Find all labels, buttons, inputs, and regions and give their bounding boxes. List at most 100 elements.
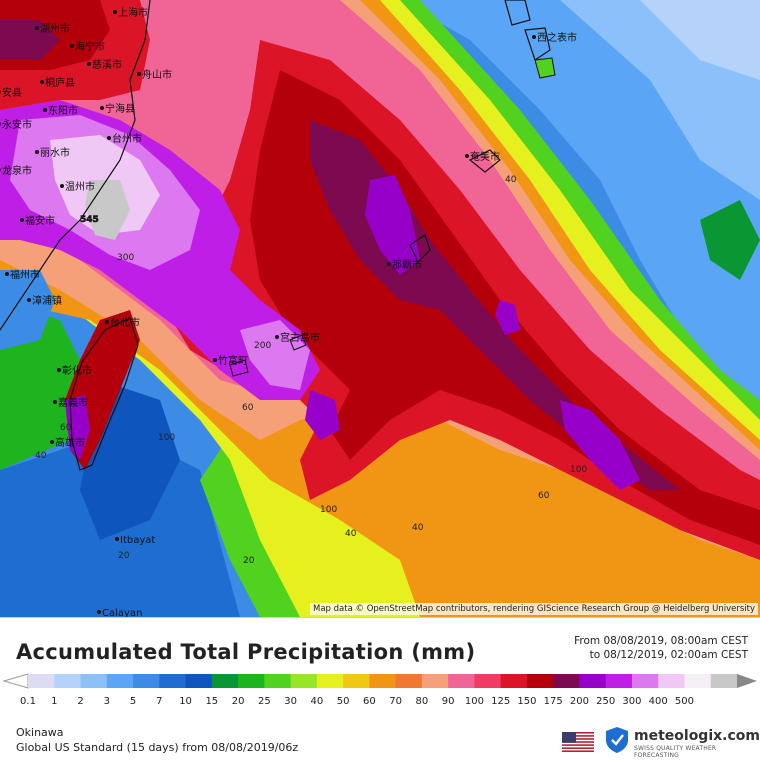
blob-200-mid (495, 300, 520, 335)
ishigaki-island (229, 359, 249, 377)
legend-swatch (106, 674, 134, 688)
city-dot (0, 122, 1, 126)
city-label: 温州市 (65, 180, 95, 193)
tanegashima-coastline (524, 27, 551, 61)
city-dot (40, 80, 44, 84)
contour-label: 40 (35, 451, 47, 461)
meteologix-logo[interactable]: meteologix.com SWISS QUALITY WEATHER FOR… (604, 726, 760, 759)
amami-coastline (468, 149, 501, 173)
legend-tick-label: 125 (491, 696, 510, 707)
china-coastline (0, 0, 151, 331)
legend-tick-label: 15 (205, 696, 218, 707)
legend-swatch (500, 674, 528, 688)
city-dot (465, 154, 469, 158)
logo-shield-icon (606, 727, 628, 753)
legend-tick-label: 10 (179, 696, 192, 707)
legend-tick-label: 30 (284, 696, 297, 707)
yakushima (534, 57, 556, 79)
legend-arrow-left (2, 673, 29, 689)
city-label: 丽水市 (40, 146, 70, 159)
legend-swatch (80, 674, 108, 688)
fujian-band-5 (0, 270, 55, 350)
city-label: 嘉義市 (58, 396, 88, 409)
legend-tick-label: 3 (104, 696, 110, 707)
region-name: Okinawa (16, 726, 64, 739)
city-dot (35, 150, 39, 154)
contour-label: 40 (345, 529, 357, 539)
city-label: 慈溪市 (92, 58, 122, 71)
contour-label: 20 (243, 556, 255, 566)
legend-swatch (631, 674, 659, 688)
legend-swatch (343, 674, 370, 688)
city-dot (35, 26, 39, 30)
city-label: 宁海县 (105, 102, 135, 115)
contour-label: 300 (117, 253, 134, 263)
city-dot (213, 358, 217, 362)
city-label: 西之表市 (537, 31, 577, 44)
contour-label: 100 (158, 433, 175, 443)
city-label: 高雄市 (55, 436, 85, 449)
city-label: 安县 (2, 86, 22, 99)
map-title: Accumulated Total Precipitation (mm) (16, 640, 476, 664)
city-label: 上海市 (118, 6, 148, 19)
map-attribution[interactable]: Map data © OpenStreetMap contributors, r… (310, 603, 758, 615)
miyako-island (289, 334, 307, 351)
legend-tick-label: 250 (596, 696, 615, 707)
legend-swatch (316, 674, 344, 688)
legend-tick-label: 40 (310, 696, 323, 707)
city-dot (137, 72, 141, 76)
city-label: 台北市 (110, 316, 140, 329)
contour-label: 60 (538, 491, 550, 501)
period-to: to 08/12/2019, 02:00am CEST (589, 649, 748, 661)
city-dot (70, 44, 74, 48)
legend-tick-label: 500 (675, 696, 694, 707)
city-label: 龙泉市 (2, 164, 32, 177)
legend-tick-label: 90 (442, 696, 455, 707)
city-label: 东阳市 (48, 104, 78, 117)
legend-swatch (133, 674, 160, 688)
legend-panel: Accumulated Total Precipitation (mm) Fro… (0, 617, 760, 760)
city-dot (53, 400, 57, 404)
city-label: 湖州市 (40, 22, 70, 35)
blob-200-east (560, 400, 640, 490)
model-info: Global US Standard (15 days) from 08/08/… (16, 741, 299, 754)
city-label: 福州市 (10, 268, 40, 281)
city-dot (60, 184, 64, 188)
city-label: 竹富町 (218, 354, 248, 367)
city-label: 那覇市 (392, 258, 422, 271)
legend-swatch (185, 674, 213, 688)
forecast-period: From 08/08/2019, 08:00am CEST to 08/12/2… (574, 634, 748, 662)
city-dot (87, 62, 91, 66)
legend-swatch (579, 674, 607, 688)
city-label: 舟山市 (142, 68, 172, 81)
city-dot (115, 537, 119, 541)
us-flag-icon[interactable] (562, 732, 594, 752)
legend-swatch (421, 674, 449, 688)
legend-tick-label: 200 (570, 696, 589, 707)
legend-tick-label: 20 (232, 696, 245, 707)
legend-tick-label: 50 (337, 696, 350, 707)
legend-swatch (395, 674, 423, 688)
contour-label: 60 (60, 423, 72, 433)
blob-200-south (305, 390, 340, 440)
legend-swatch (159, 674, 187, 688)
city-label: 福安市 (25, 214, 55, 227)
band-1 (640, 0, 760, 80)
contour-label: 20 (118, 551, 130, 561)
city-label: 漳浦镇 (32, 294, 62, 307)
blob-200-naha (365, 175, 420, 275)
legend-swatch (448, 674, 475, 688)
legend-swatch (684, 674, 712, 688)
legend-swatch (211, 674, 239, 688)
city-dot (105, 320, 109, 324)
legend-swatch (605, 674, 633, 688)
city-label: Itbayat (120, 535, 155, 546)
taiwan-band-200 (65, 395, 90, 460)
legend-swatch (238, 674, 265, 688)
blob-300-miyako (240, 320, 310, 390)
legend-tick-label: 80 (416, 696, 429, 707)
contour-labels: 545 300 200 100 60 40 40 100 60 100 40 20 20 40 60 (35, 175, 587, 566)
legend-tick-label: 150 (517, 696, 536, 707)
precipitation-map: 上海市 湖州市 海宁市 慈溪市 舟山市 桐庐县 宁海县 东阳市 台州市 丽水市 温州市 福安市 福州市漳… (0, 0, 760, 617)
legend-tick-label: 1 (51, 696, 57, 707)
